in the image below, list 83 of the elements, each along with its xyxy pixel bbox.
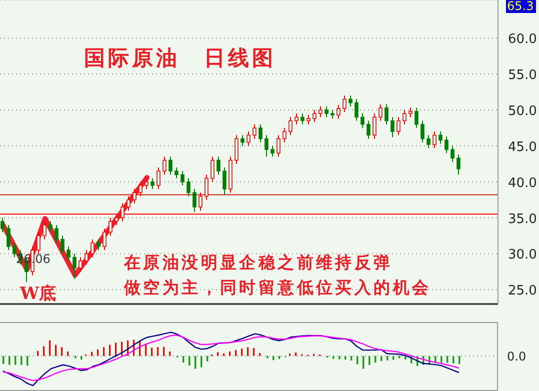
candlestick bbox=[192, 188, 196, 213]
candlestick bbox=[78, 256, 82, 272]
y-tick-label: 65.3 bbox=[507, 0, 534, 13]
candlestick bbox=[12, 242, 16, 258]
candlestick bbox=[252, 124, 256, 140]
candlestick bbox=[456, 154, 460, 176]
candlestick bbox=[234, 134, 238, 164]
candlestick bbox=[402, 109, 406, 125]
candlestick bbox=[354, 98, 358, 122]
y-tick-label: 60.0 bbox=[508, 32, 537, 48]
candlestick bbox=[312, 109, 316, 123]
candlestick bbox=[450, 145, 454, 162]
candlestick bbox=[444, 136, 448, 154]
candlestick bbox=[132, 188, 136, 204]
annotation: W底 bbox=[20, 283, 56, 305]
candlestick bbox=[288, 116, 292, 136]
candlestick bbox=[144, 178, 148, 190]
candlestick bbox=[426, 134, 430, 149]
candlestick bbox=[156, 166, 160, 190]
y-tick-label: 30.0 bbox=[508, 248, 537, 263]
ref-line-label: 0.0 bbox=[507, 349, 526, 364]
y-tick-label: 40.0 bbox=[508, 176, 537, 191]
candlestick bbox=[126, 196, 130, 212]
candlestick bbox=[186, 178, 190, 197]
candlestick bbox=[48, 220, 52, 233]
candlestick bbox=[6, 224, 10, 251]
candlestick bbox=[408, 107, 412, 118]
y-tick-label: 45.0 bbox=[508, 140, 537, 155]
candlestick bbox=[324, 106, 328, 118]
candlestick bbox=[438, 131, 442, 144]
text: 国际原油 日线图 bbox=[84, 44, 276, 72]
annotation: 在原油没明显企稳之前维持反弹做空为主，同时留意低位买入的机会 bbox=[124, 252, 432, 299]
candlestick bbox=[90, 238, 94, 258]
y-tick-label: 50.0 bbox=[508, 104, 537, 119]
candlestick bbox=[360, 113, 364, 128]
candlestick bbox=[174, 166, 178, 179]
candlestick bbox=[162, 156, 166, 176]
candlestick bbox=[378, 104, 382, 122]
y-tick-label: 25.0 bbox=[508, 284, 537, 299]
candlestick bbox=[414, 107, 418, 128]
candlestick bbox=[276, 134, 280, 158]
candlestick bbox=[210, 156, 214, 182]
candlestick bbox=[384, 104, 388, 125]
candlestick bbox=[270, 145, 274, 158]
candlestick bbox=[240, 134, 244, 146]
y-tick-label: 55.0 bbox=[508, 68, 537, 84]
candlestick bbox=[342, 95, 346, 113]
candlestick bbox=[258, 124, 262, 143]
candlestick bbox=[96, 238, 100, 251]
candlestick bbox=[216, 156, 220, 176]
candlestick bbox=[84, 250, 88, 265]
candlestick bbox=[72, 253, 76, 280]
candlestick bbox=[222, 166, 226, 196]
candlestick bbox=[390, 116, 394, 138]
y-tick-label: 35.0 bbox=[508, 212, 537, 227]
candlestick bbox=[396, 116, 400, 136]
candlestick bbox=[108, 217, 112, 236]
candlestick bbox=[150, 178, 154, 190]
candlestick bbox=[0, 217, 4, 233]
candlestick bbox=[366, 120, 370, 140]
candlestick bbox=[348, 95, 352, 107]
candlestick bbox=[42, 220, 46, 240]
candlestick bbox=[36, 232, 40, 254]
candlestick bbox=[318, 106, 322, 118]
candlestick bbox=[282, 127, 286, 143]
candlestick bbox=[168, 156, 172, 176]
candlestick bbox=[180, 170, 184, 186]
candlestick bbox=[372, 113, 376, 140]
candlestick bbox=[60, 235, 64, 254]
candlestick bbox=[306, 114, 310, 125]
candlestick bbox=[420, 120, 424, 143]
candlestick bbox=[336, 104, 340, 120]
candlestick bbox=[300, 113, 304, 125]
candlestick bbox=[204, 174, 208, 200]
candlestick bbox=[264, 134, 268, 158]
candlestick bbox=[198, 192, 202, 212]
candlestick bbox=[102, 228, 106, 251]
candlestick bbox=[66, 246, 70, 262]
candlestick bbox=[294, 113, 298, 125]
candlestick bbox=[432, 131, 436, 149]
candlestick bbox=[138, 181, 142, 197]
candlestick bbox=[54, 224, 58, 244]
candlestick bbox=[246, 131, 250, 146]
